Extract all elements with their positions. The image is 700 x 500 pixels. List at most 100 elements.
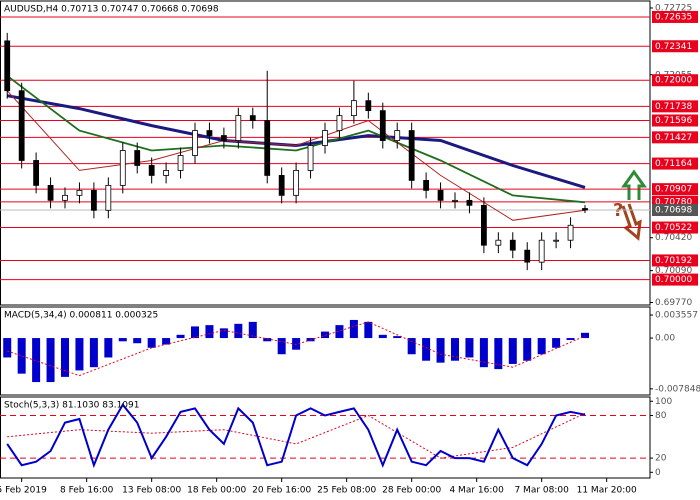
level-label: 0.71738 [655, 102, 692, 112]
macd-bar [422, 338, 431, 361]
level-label-box [652, 221, 698, 234]
candle-body [582, 208, 588, 211]
candle-body [336, 115, 343, 131]
level-label: 0.71164 [655, 159, 692, 169]
macd-bar [465, 338, 474, 358]
macd-bar [191, 326, 199, 339]
level-label: 0.70192 [655, 256, 692, 266]
candle-body [394, 130, 401, 141]
macd-bar [219, 328, 228, 339]
macd-signal [7, 321, 586, 377]
up-arrow [621, 169, 647, 200]
candle-body [148, 165, 155, 176]
candle-body [4, 40, 11, 92]
y-tick-label: 80 [655, 411, 667, 421]
y-tick-label: 0.00 [655, 334, 675, 344]
macd-bar [523, 338, 532, 361]
candle-body [90, 189, 97, 211]
level-label: 0.70780 [655, 197, 692, 207]
candle-body [192, 130, 198, 156]
x-tick-label: 25 Feb 08:00 [317, 486, 376, 496]
level-label: 0.70522 [655, 223, 692, 233]
candle-body [509, 239, 516, 251]
macd-bar [407, 338, 416, 355]
macd-bar [46, 338, 55, 383]
candle-body [220, 135, 227, 141]
candle-body [480, 204, 487, 246]
x-tick-label: 20 Feb 16:00 [252, 486, 311, 496]
candle-body [437, 189, 444, 201]
panel-frame [0, 0, 651, 306]
level-label-box [652, 254, 698, 267]
candle-body [235, 115, 242, 141]
x-tick-label: 13 Feb 08:00 [122, 486, 181, 496]
candle-body [163, 170, 170, 176]
candle-body [524, 249, 531, 263]
last-price-box [652, 204, 698, 217]
macd-bar [537, 338, 546, 355]
level-label-box [652, 183, 698, 196]
macd-bar [133, 338, 142, 344]
level-label: 0.72635 [655, 12, 692, 22]
macd-bar [89, 338, 98, 368]
candle-body [76, 189, 83, 196]
y-tick-label: 20 [655, 454, 667, 464]
level-label: 0.70907 [655, 185, 692, 195]
candle-body [567, 224, 574, 241]
candle-body [466, 199, 473, 206]
panel-title: Stoch(5,3,3) 81.1030 83.1091 [4, 401, 139, 411]
candle-body [105, 184, 112, 211]
candle-body [264, 120, 271, 176]
macd-bar [378, 334, 387, 339]
level-label-box [652, 157, 698, 170]
macd-bar [494, 338, 503, 370]
candle-body [47, 184, 54, 201]
panel-title: MACD(5,34,4) 0.000811 0.000325 [4, 311, 158, 321]
macd-bar [321, 331, 329, 339]
level-label-box [652, 273, 698, 286]
level-label: 0.72341 [655, 42, 692, 52]
x-tick-label: 4 Mar 16:00 [449, 486, 504, 496]
x-tick-label: 11 Mar 20:00 [577, 486, 637, 496]
candle-body [379, 110, 386, 141]
y-tick-label: 0.003557 [655, 311, 698, 321]
y-tick-label: 100 [655, 397, 672, 407]
macd-bar [436, 338, 445, 363]
macd-bar [263, 338, 272, 342]
macd-bar [451, 338, 459, 361]
level-label-box [652, 131, 698, 144]
level-label-box [652, 100, 698, 113]
candle-body [119, 150, 126, 186]
candle-body [452, 199, 458, 202]
moving-average [6, 90, 586, 221]
level-label: 0.72000 [655, 76, 692, 86]
candle-body [249, 115, 256, 122]
last-price-label: 0.70698 [655, 206, 692, 216]
macd-bar [205, 325, 214, 339]
macd-bar [393, 336, 402, 339]
candle-body [307, 145, 314, 171]
candle-body [350, 100, 357, 117]
candle-body [408, 130, 415, 181]
macd-bar [277, 338, 286, 355]
macd-bar [17, 338, 26, 374]
candle-body [322, 130, 328, 146]
level-label-box [652, 10, 698, 23]
candle-body [33, 160, 40, 186]
y-tick-label: 0.70090 [655, 266, 692, 276]
macd-bar [104, 338, 113, 358]
macd-bar [248, 321, 257, 339]
macd-bar [32, 338, 41, 383]
x-tick-label: 18 Feb 00:00 [187, 486, 246, 496]
macd-bar [3, 338, 12, 358]
candle-body [538, 239, 545, 263]
moving-average [6, 75, 586, 204]
macd-bar [335, 325, 344, 339]
candle-body [365, 100, 372, 112]
x-tick-label: 8 Feb 16:00 [60, 486, 114, 496]
panel-title: AUDUSD,H4 0.70713 0.70747 0.70668 0.7069… [4, 5, 219, 15]
y-tick-label: 0.72725 [655, 3, 692, 13]
candle-body [423, 180, 430, 191]
candle-body [62, 194, 68, 201]
